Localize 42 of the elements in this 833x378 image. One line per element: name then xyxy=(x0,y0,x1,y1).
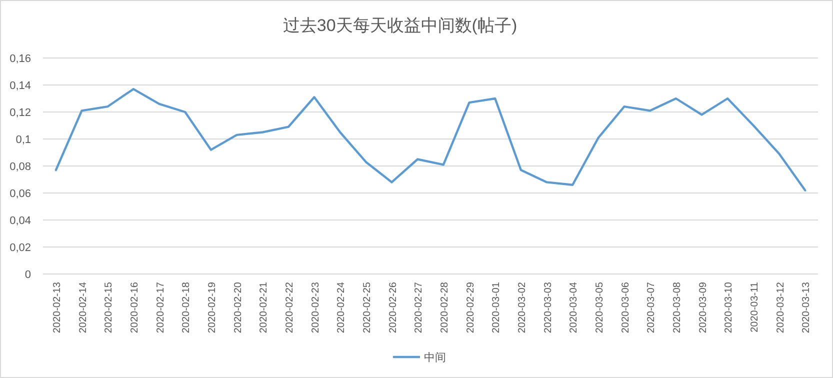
x-tick-label: 2020-03-08 xyxy=(672,282,683,334)
x-tick-label: 2020-02-23 xyxy=(310,282,322,334)
y-tick-label: 0,04 xyxy=(10,215,31,227)
x-tick-label: 2020-03-04 xyxy=(568,282,580,334)
x-tick-label: 2020-02-28 xyxy=(439,282,450,334)
y-tick-label: 0,16 xyxy=(10,53,31,65)
x-tick-label: 2020-02-21 xyxy=(258,282,270,334)
x-tick-label: 2020-03-11 xyxy=(749,282,760,332)
x-tick-label: 2020-02-27 xyxy=(414,282,425,334)
x-tick-label: 2020-02-20 xyxy=(232,282,244,334)
x-tick-label: 2020-02-16 xyxy=(129,282,140,334)
x-tick-label: 2020-02-29 xyxy=(465,282,476,334)
legend-label: 中间 xyxy=(424,351,446,364)
y-tick-label: 0,08 xyxy=(10,161,31,173)
chart-title: 过去30天每天收益中间数(帖子) xyxy=(282,16,518,35)
line-series xyxy=(54,88,806,192)
x-tick-label: 2020-03-02 xyxy=(516,282,528,334)
x-tick-label: 2020-03-13 xyxy=(801,282,812,334)
y-tick-label: 0 xyxy=(24,269,31,281)
x-tick-label: 2020-02-13 xyxy=(52,282,63,334)
x-tick-label: 2020-02-18 xyxy=(181,282,192,334)
x-tick-label: 2020-02-15 xyxy=(104,282,115,334)
x-tick-label: 2020-03-10 xyxy=(724,282,735,334)
y-tick-label: 0,12 xyxy=(10,107,31,119)
x-tick-label: 2020-03-07 xyxy=(646,282,658,334)
x-tick-label: 2020-03-06 xyxy=(620,282,632,334)
x-tick-label: 2020-02-17 xyxy=(155,282,166,334)
x-tick-label: 2020-03-05 xyxy=(594,282,606,334)
x-tick-label: 2020-02-14 xyxy=(78,282,89,334)
y-tick-label: 0,14 xyxy=(10,80,31,92)
x-tick-label: 2020-02-24 xyxy=(336,282,348,334)
y-tick-label: 0,1 xyxy=(16,134,31,146)
y-tick-label: 0,02 xyxy=(10,242,31,254)
x-tick-label: 2020-03-12 xyxy=(775,282,786,334)
x-tick-label: 2020-02-26 xyxy=(388,282,399,334)
y-tick-label: 0,06 xyxy=(10,188,31,200)
x-tick-label: 2020-02-25 xyxy=(362,282,373,334)
x-tick-label: 2020-02-22 xyxy=(284,282,296,334)
x-tick-label: 2020-03-09 xyxy=(698,282,709,334)
x-tick-label: 2020-03-03 xyxy=(542,282,554,334)
x-tick-label: 2020-02-19 xyxy=(206,282,218,334)
x-tick-label: 2020-03-01 xyxy=(491,282,502,334)
